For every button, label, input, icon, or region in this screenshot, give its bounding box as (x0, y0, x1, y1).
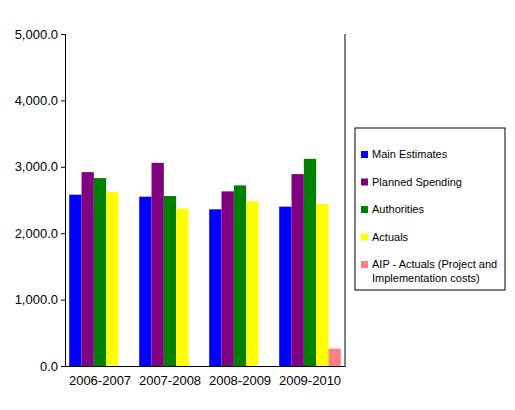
bar (152, 163, 164, 366)
x-tick-label: 2008-2009 (209, 373, 271, 388)
legend-swatch (361, 179, 368, 186)
y-tick: 2,000.0 (15, 226, 65, 241)
y-tick-label: 3,000.0 (15, 159, 58, 174)
y-tick: 0.0 (40, 359, 65, 374)
y-tick-mark (61, 100, 65, 101)
bar (234, 185, 246, 366)
legend: Main Estimates Planned Spending Authoritie… (355, 128, 505, 290)
legend-swatch (361, 206, 368, 213)
y-tick: 5,000.0 (15, 27, 65, 42)
legend-swatch (361, 151, 368, 158)
x-tick: 2009-2010 (279, 366, 341, 388)
bar (328, 349, 340, 366)
x-tick-label: 2009-2010 (279, 373, 341, 388)
bar (176, 209, 188, 366)
y-tick-mark (61, 233, 65, 234)
legend-swatch (361, 261, 368, 268)
bar (316, 204, 328, 366)
bars (69, 159, 341, 366)
legend-label: Actuals (372, 231, 409, 243)
x-tick: 2006-2007 (69, 366, 131, 388)
x-tick: 2007-2008 (139, 366, 201, 388)
y-tick: 1,000.0 (15, 292, 65, 307)
bar (292, 174, 304, 366)
bar (69, 195, 81, 366)
bar (139, 197, 151, 366)
legend-swatch (361, 234, 368, 241)
legend-label: Authorities (372, 203, 424, 215)
y-tick-label: 5,000.0 (15, 27, 58, 42)
chart-container: 0.0 1,000.0 2,000.0 3,000.0 4,000.0 5,000.0 20… (0, 0, 515, 410)
y-tick-label: 4,000.0 (15, 93, 58, 108)
bar (94, 178, 106, 366)
y-tick-label: 0.0 (40, 359, 58, 374)
x-axis: 2006-2007 2007-2008 2008-2009 2009-2010 (66, 366, 346, 388)
y-tick: 3,000.0 (15, 159, 65, 174)
legend-box (355, 128, 505, 290)
x-tick-label: 2006-2007 (69, 373, 131, 388)
y-tick-mark (61, 300, 65, 301)
y-tick-mark (61, 167, 65, 168)
y-axis: 0.0 1,000.0 2,000.0 3,000.0 4,000.0 5,000.0 (15, 27, 66, 374)
bar (164, 196, 176, 366)
bar (106, 192, 118, 366)
bar (209, 209, 221, 366)
y-axis-line (61, 35, 66, 367)
legend-label: AIP - Actuals (Project andImplementation… (372, 258, 497, 284)
y-tick: 4,000.0 (15, 93, 65, 108)
y-tick-mark (61, 366, 65, 367)
legend-label: Planned Spending (372, 176, 462, 188)
y-tick-label: 2,000.0 (15, 226, 58, 241)
bar (279, 207, 291, 366)
x-tick: 2008-2009 (209, 366, 271, 388)
plot-frame (345, 34, 346, 366)
bar (246, 201, 258, 366)
legend-label: Main Estimates (372, 148, 448, 160)
x-axis-line (66, 366, 346, 367)
x-tick-label: 2007-2008 (139, 373, 201, 388)
chart-svg: 0.0 1,000.0 2,000.0 3,000.0 4,000.0 5,000.0 20… (0, 0, 515, 410)
bar (304, 159, 316, 366)
bar (222, 191, 234, 366)
bar (82, 172, 94, 366)
y-tick-label: 1,000.0 (15, 292, 58, 307)
y-tick-mark (61, 34, 65, 35)
